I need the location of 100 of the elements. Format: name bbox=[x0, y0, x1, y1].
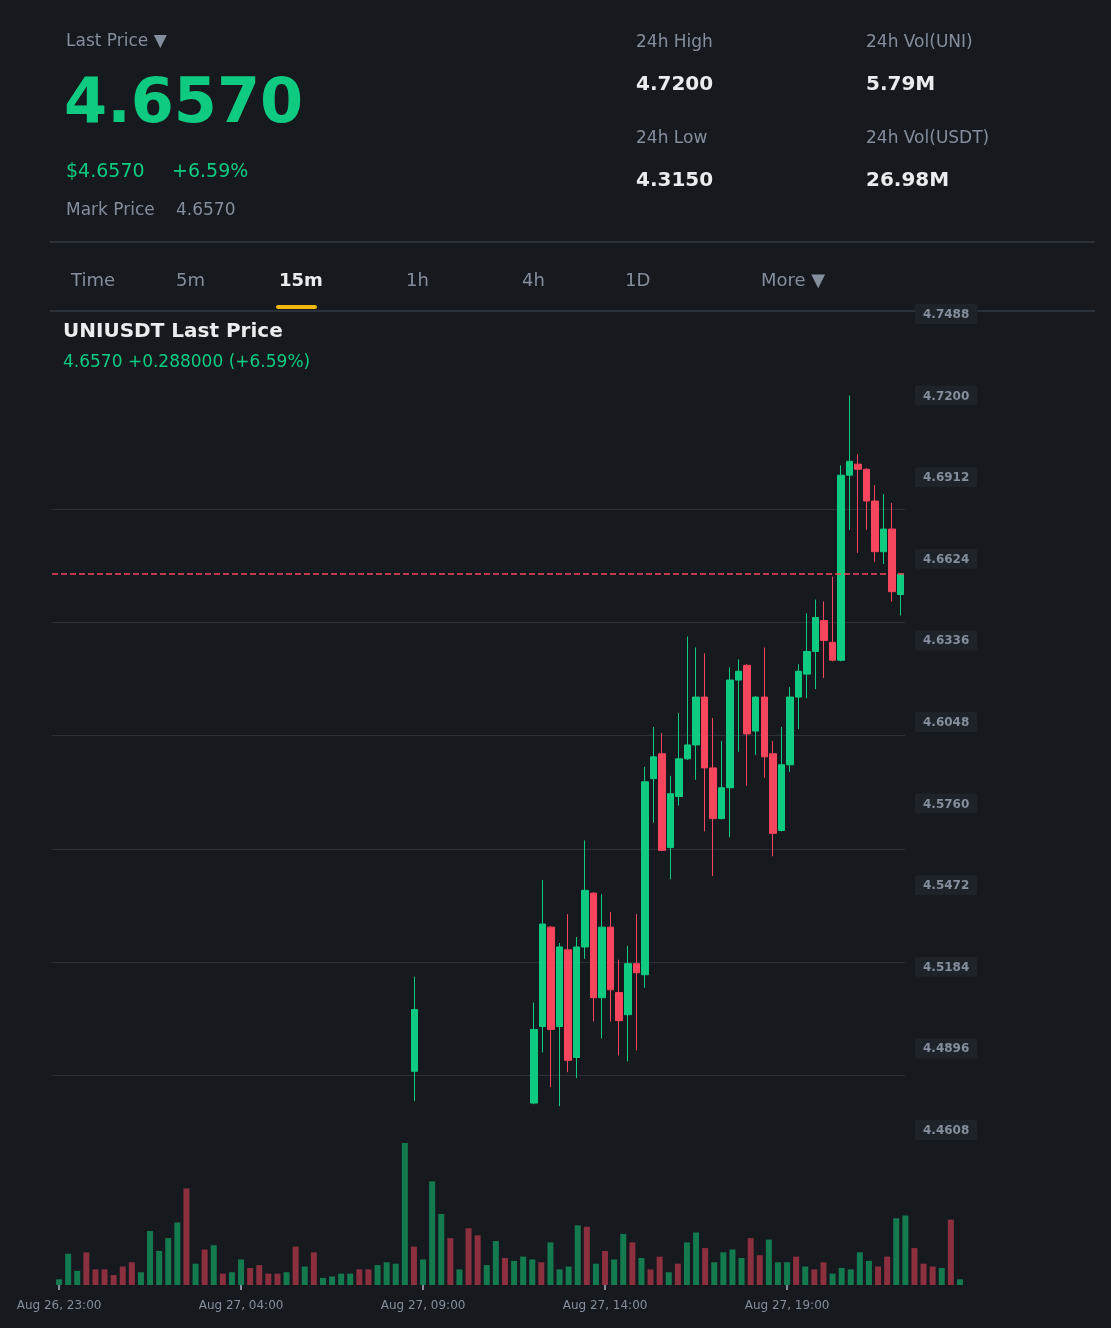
bar bbox=[547, 1242, 554, 1285]
bar bbox=[902, 1215, 909, 1285]
bar bbox=[192, 1263, 199, 1285]
bar bbox=[101, 1269, 108, 1285]
text: 4.6570 +0.288000 (+6.59%) bbox=[63, 351, 311, 372]
text: Time bbox=[71, 269, 116, 291]
bar bbox=[420, 1259, 427, 1285]
text: 4.6570 bbox=[176, 199, 236, 220]
bar bbox=[474, 1235, 481, 1285]
bar bbox=[565, 1266, 572, 1285]
bar bbox=[456, 1269, 463, 1285]
bar bbox=[847, 1269, 854, 1285]
candlestick bbox=[530, 1002, 538, 1105]
bar bbox=[219, 1273, 226, 1285]
bar bbox=[620, 1233, 627, 1285]
bar bbox=[310, 1252, 317, 1285]
bar bbox=[283, 1272, 290, 1285]
candlestick bbox=[633, 913, 640, 1051]
bar bbox=[128, 1262, 135, 1285]
bar bbox=[383, 1262, 390, 1285]
bar bbox=[693, 1232, 700, 1285]
bar bbox=[574, 1225, 581, 1285]
candlestick bbox=[897, 573, 904, 616]
candlestick bbox=[615, 959, 623, 1056]
text: 1D bbox=[625, 269, 651, 291]
chart-title: UNIUSDT Last Price bbox=[63, 318, 283, 342]
bar bbox=[438, 1214, 445, 1285]
bar bbox=[210, 1245, 217, 1285]
bar bbox=[511, 1260, 518, 1285]
text: 1h bbox=[406, 269, 429, 291]
bar bbox=[256, 1265, 263, 1285]
x-tick-label: Aug 27, 09:00 bbox=[380, 1298, 466, 1312]
bar bbox=[865, 1260, 872, 1285]
candlestick bbox=[743, 663, 751, 787]
bar bbox=[556, 1269, 563, 1285]
bar bbox=[165, 1238, 172, 1285]
bar bbox=[638, 1258, 645, 1285]
text: 5.79M bbox=[866, 71, 936, 95]
candlestick bbox=[539, 879, 546, 1053]
candlestick bbox=[641, 766, 649, 989]
candlestick bbox=[556, 942, 563, 1107]
text: 24h Vol(USDT) bbox=[866, 127, 990, 148]
y-tick-label: 4.7488 bbox=[923, 307, 970, 321]
bar bbox=[92, 1269, 99, 1285]
candlestick bbox=[650, 726, 657, 824]
bar bbox=[529, 1259, 536, 1285]
bar bbox=[774, 1262, 781, 1285]
bar bbox=[765, 1239, 772, 1285]
bar bbox=[583, 1226, 590, 1285]
bar bbox=[356, 1269, 363, 1285]
bar bbox=[83, 1252, 90, 1285]
bar bbox=[838, 1267, 845, 1285]
bar bbox=[410, 1246, 417, 1285]
bar bbox=[856, 1252, 863, 1285]
text: 24h Low bbox=[636, 127, 708, 148]
bar bbox=[147, 1231, 154, 1285]
text: +6.59% bbox=[172, 159, 249, 182]
candlestick bbox=[547, 925, 555, 1088]
bar bbox=[747, 1238, 754, 1285]
bar bbox=[875, 1266, 882, 1285]
candlestick bbox=[880, 493, 887, 565]
bar bbox=[784, 1262, 791, 1285]
bar bbox=[274, 1273, 281, 1285]
bar bbox=[802, 1266, 809, 1285]
bar bbox=[592, 1263, 599, 1285]
bar bbox=[811, 1269, 818, 1285]
bar bbox=[711, 1262, 718, 1285]
y-tick-label: 4.4896 bbox=[923, 1041, 970, 1056]
bar bbox=[137, 1272, 144, 1285]
bar bbox=[56, 1279, 63, 1285]
bar bbox=[492, 1240, 499, 1285]
candlestick bbox=[624, 945, 632, 1062]
bar bbox=[347, 1273, 354, 1285]
candlestick bbox=[590, 891, 597, 1022]
bar bbox=[929, 1266, 936, 1285]
bar bbox=[483, 1265, 490, 1285]
candlestick bbox=[564, 913, 572, 1073]
bar bbox=[238, 1259, 245, 1285]
y-tick-label: 4.6912 bbox=[923, 470, 970, 485]
bar bbox=[656, 1256, 663, 1285]
bar bbox=[674, 1263, 681, 1285]
text: More ▼ bbox=[761, 269, 826, 291]
bar bbox=[738, 1258, 745, 1285]
bar bbox=[947, 1219, 954, 1285]
x-tick-label: Aug 26, 23:00 bbox=[16, 1298, 102, 1312]
bar bbox=[183, 1188, 190, 1285]
text: 26.98M bbox=[866, 167, 950, 191]
text: 24h Vol(UNI) bbox=[866, 31, 973, 52]
bar bbox=[110, 1275, 117, 1285]
bar bbox=[247, 1267, 254, 1285]
text: 15m bbox=[279, 269, 323, 291]
bar bbox=[729, 1249, 736, 1285]
bar bbox=[829, 1273, 836, 1285]
bar bbox=[520, 1256, 527, 1285]
x-tick-label: Aug 27, 19:00 bbox=[744, 1298, 830, 1312]
x-tick-label: Aug 27, 14:00 bbox=[562, 1298, 648, 1312]
text: 4h bbox=[522, 269, 545, 291]
y-tick-label: 4.5184 bbox=[923, 959, 970, 974]
bar bbox=[201, 1249, 208, 1285]
y-tick-label: 4.5760 bbox=[923, 796, 970, 811]
